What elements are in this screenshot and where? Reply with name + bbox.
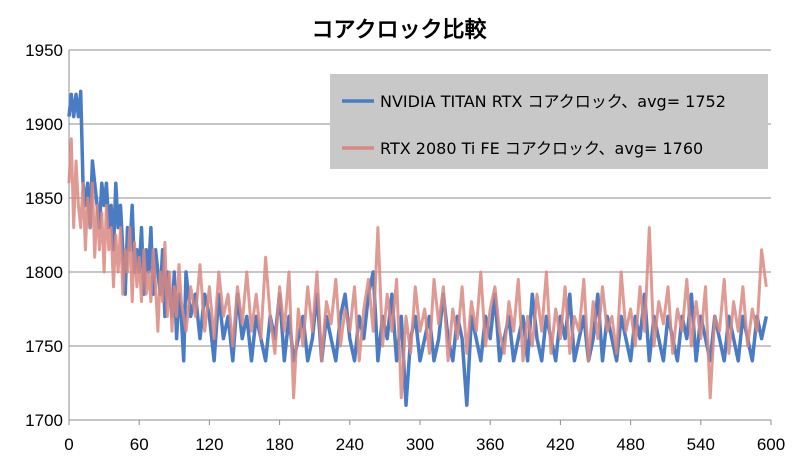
x-tick-label: 360 — [476, 435, 504, 454]
y-tick-label: 1800 — [25, 263, 63, 282]
legend-label-2: RTX 2080 Ti FE コアクロック、avg= 1760 — [380, 139, 703, 158]
legend-box — [330, 74, 768, 169]
y-tick-label: 1700 — [25, 411, 63, 430]
axes: 1700 1750 1800 1850 1900 1950 0 60 120 180 240 300 3… — [25, 41, 785, 454]
legend: NVIDIA TITAN RTX コアクロック、avg= 1752 RTX 208… — [330, 74, 768, 169]
x-tick-label: 600 — [757, 435, 785, 454]
y-tick-label: 1850 — [25, 189, 63, 208]
x-tick-label: 180 — [265, 435, 293, 454]
x-tick-label: 540 — [687, 435, 715, 454]
x-tick-label: 0 — [64, 435, 73, 454]
x-tick-label: 60 — [130, 435, 149, 454]
x-tick-label: 240 — [336, 435, 364, 454]
x-tick-label: 480 — [616, 435, 644, 454]
x-tick-label: 420 — [546, 435, 574, 454]
y-tick-label: 1950 — [25, 41, 63, 60]
series-layer — [67, 89, 769, 407]
legend-label-1: NVIDIA TITAN RTX コアクロック、avg= 1752 — [380, 92, 726, 111]
series-line-1 — [67, 89, 769, 407]
chart-title: コアクロック比較 — [312, 17, 488, 43]
series-line-2 — [67, 137, 768, 400]
y-tick-label: 1750 — [25, 337, 63, 356]
x-tick-label: 120 — [195, 435, 223, 454]
y-tick-label: 1900 — [25, 115, 63, 134]
x-tick-label: 300 — [406, 435, 434, 454]
